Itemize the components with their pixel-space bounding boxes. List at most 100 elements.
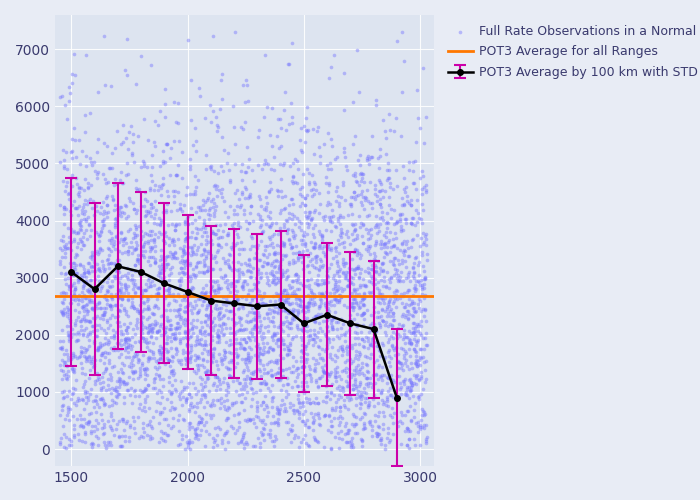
Full Rate Observations in a Normal Point [250, 310, 261, 318]
Full Rate Observations in a Normal Point [142, 294, 153, 302]
Full Rate Observations in a Normal Point [116, 249, 127, 257]
Full Rate Observations in a Normal Point [69, 268, 80, 276]
Full Rate Observations in a Normal Point [149, 230, 160, 238]
Full Rate Observations in a Normal Point [80, 354, 92, 362]
Full Rate Observations in a Normal Point [298, 170, 309, 178]
Full Rate Observations in a Normal Point [282, 224, 293, 232]
Full Rate Observations in a Normal Point [374, 288, 385, 296]
Full Rate Observations in a Normal Point [414, 376, 425, 384]
Full Rate Observations in a Normal Point [198, 220, 209, 228]
Full Rate Observations in a Normal Point [304, 331, 316, 339]
Full Rate Observations in a Normal Point [380, 219, 391, 227]
Full Rate Observations in a Normal Point [327, 380, 338, 388]
Full Rate Observations in a Normal Point [62, 306, 74, 314]
Full Rate Observations in a Normal Point [57, 146, 69, 154]
Full Rate Observations in a Normal Point [326, 388, 337, 396]
Full Rate Observations in a Normal Point [258, 398, 269, 406]
Full Rate Observations in a Normal Point [249, 336, 260, 344]
Full Rate Observations in a Normal Point [323, 129, 334, 137]
Full Rate Observations in a Normal Point [391, 286, 402, 294]
Full Rate Observations in a Normal Point [270, 435, 281, 443]
Full Rate Observations in a Normal Point [172, 235, 183, 243]
Full Rate Observations in a Normal Point [365, 420, 376, 428]
Full Rate Observations in a Normal Point [143, 357, 154, 365]
Full Rate Observations in a Normal Point [106, 389, 117, 397]
Full Rate Observations in a Normal Point [97, 218, 108, 226]
Full Rate Observations in a Normal Point [377, 208, 388, 216]
Full Rate Observations in a Normal Point [316, 372, 328, 380]
Full Rate Observations in a Normal Point [128, 276, 139, 284]
Full Rate Observations in a Normal Point [69, 235, 80, 243]
Full Rate Observations in a Normal Point [221, 232, 232, 239]
Full Rate Observations in a Normal Point [209, 252, 220, 260]
Full Rate Observations in a Normal Point [366, 154, 377, 162]
Full Rate Observations in a Normal Point [183, 243, 194, 251]
Full Rate Observations in a Normal Point [384, 374, 395, 382]
Full Rate Observations in a Normal Point [284, 282, 295, 290]
Full Rate Observations in a Normal Point [155, 320, 167, 328]
Full Rate Observations in a Normal Point [116, 236, 127, 244]
Full Rate Observations in a Normal Point [332, 318, 344, 326]
Full Rate Observations in a Normal Point [126, 151, 137, 159]
Full Rate Observations in a Normal Point [409, 284, 420, 292]
Full Rate Observations in a Normal Point [327, 254, 338, 262]
Full Rate Observations in a Normal Point [66, 326, 78, 334]
Full Rate Observations in a Normal Point [375, 294, 386, 302]
Full Rate Observations in a Normal Point [87, 252, 98, 260]
Full Rate Observations in a Normal Point [254, 379, 265, 387]
Full Rate Observations in a Normal Point [113, 312, 124, 320]
Full Rate Observations in a Normal Point [344, 316, 356, 324]
Full Rate Observations in a Normal Point [78, 272, 89, 280]
Full Rate Observations in a Normal Point [415, 368, 426, 376]
Full Rate Observations in a Normal Point [170, 324, 181, 332]
Full Rate Observations in a Normal Point [185, 277, 196, 285]
Full Rate Observations in a Normal Point [390, 294, 401, 302]
Full Rate Observations in a Normal Point [273, 249, 284, 257]
Full Rate Observations in a Normal Point [228, 102, 239, 110]
Full Rate Observations in a Normal Point [63, 332, 74, 340]
Full Rate Observations in a Normal Point [89, 380, 100, 388]
Full Rate Observations in a Normal Point [110, 385, 121, 393]
Full Rate Observations in a Normal Point [208, 182, 219, 190]
Full Rate Observations in a Normal Point [77, 282, 88, 290]
Full Rate Observations in a Normal Point [277, 250, 288, 258]
Full Rate Observations in a Normal Point [398, 333, 409, 341]
Full Rate Observations in a Normal Point [395, 273, 406, 281]
Full Rate Observations in a Normal Point [120, 134, 132, 142]
Full Rate Observations in a Normal Point [130, 238, 141, 246]
Full Rate Observations in a Normal Point [233, 268, 244, 276]
Full Rate Observations in a Normal Point [234, 339, 245, 347]
Full Rate Observations in a Normal Point [175, 204, 186, 212]
Full Rate Observations in a Normal Point [293, 301, 304, 309]
Full Rate Observations in a Normal Point [421, 242, 432, 250]
Full Rate Observations in a Normal Point [410, 287, 421, 295]
Full Rate Observations in a Normal Point [382, 338, 393, 346]
Full Rate Observations in a Normal Point [284, 201, 295, 209]
Full Rate Observations in a Normal Point [109, 201, 120, 209]
Full Rate Observations in a Normal Point [254, 290, 265, 298]
Full Rate Observations in a Normal Point [330, 308, 341, 316]
Full Rate Observations in a Normal Point [208, 254, 219, 262]
Full Rate Observations in a Normal Point [60, 101, 71, 109]
Full Rate Observations in a Normal Point [141, 430, 153, 438]
Full Rate Observations in a Normal Point [168, 422, 179, 430]
Full Rate Observations in a Normal Point [356, 436, 368, 444]
Full Rate Observations in a Normal Point [238, 406, 249, 414]
Full Rate Observations in a Normal Point [214, 385, 225, 393]
Full Rate Observations in a Normal Point [205, 307, 216, 315]
Full Rate Observations in a Normal Point [273, 186, 284, 194]
Full Rate Observations in a Normal Point [203, 294, 214, 302]
Full Rate Observations in a Normal Point [116, 280, 127, 288]
Full Rate Observations in a Normal Point [175, 244, 186, 252]
Full Rate Observations in a Normal Point [145, 227, 156, 235]
Full Rate Observations in a Normal Point [122, 247, 134, 255]
Full Rate Observations in a Normal Point [95, 304, 106, 312]
Full Rate Observations in a Normal Point [197, 200, 209, 208]
Full Rate Observations in a Normal Point [170, 297, 181, 305]
Full Rate Observations in a Normal Point [167, 353, 178, 361]
Full Rate Observations in a Normal Point [296, 192, 307, 200]
Full Rate Observations in a Normal Point [368, 249, 379, 257]
Full Rate Observations in a Normal Point [358, 371, 370, 379]
Full Rate Observations in a Normal Point [265, 222, 276, 230]
Full Rate Observations in a Normal Point [241, 260, 253, 268]
